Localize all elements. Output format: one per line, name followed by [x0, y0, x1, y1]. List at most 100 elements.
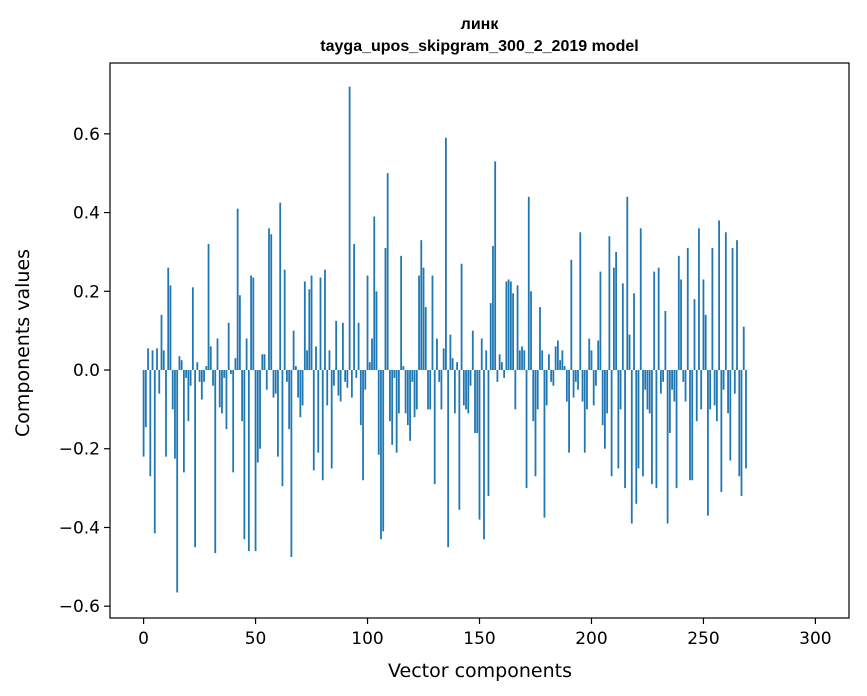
bar-237: [673, 370, 676, 402]
bar-49: [252, 277, 255, 371]
bar-36: [223, 370, 226, 378]
bar-32: [214, 370, 217, 554]
bar-204: [599, 271, 602, 371]
bar-227: [651, 370, 653, 485]
bar-48: [250, 275, 252, 371]
bar-200: [590, 350, 593, 371]
bar-64: [286, 370, 288, 382]
bar-262: [729, 370, 732, 461]
bar-223: [642, 370, 644, 477]
bar-162: [505, 281, 508, 371]
bar-103: [373, 216, 376, 371]
bar-79: [319, 277, 322, 371]
y-axis-label: Components values: [12, 249, 34, 437]
bar-29: [207, 244, 210, 371]
bar-166: [514, 370, 517, 410]
bar-181: [548, 354, 550, 371]
bar-159: [498, 354, 501, 371]
bar-141: [458, 370, 461, 510]
bar-257: [718, 220, 721, 371]
bar-10: [165, 370, 167, 457]
bar-25: [198, 370, 201, 382]
bar-3: [149, 370, 152, 477]
bar-120: [411, 370, 414, 382]
bar-161: [503, 370, 506, 378]
bar-265: [736, 240, 738, 371]
bar-42: [236, 208, 239, 371]
bar-33: [216, 338, 219, 371]
bar-251: [704, 314, 707, 371]
bar-124: [420, 240, 423, 371]
bar-189: [565, 370, 568, 402]
bar-121: [413, 370, 416, 418]
bar-208: [608, 236, 611, 371]
bar-94: [353, 244, 355, 371]
bar-26: [200, 370, 203, 400]
y-tick-label-5: 0.4: [73, 204, 100, 224]
bar-193: [574, 370, 577, 382]
bar-0: [142, 370, 145, 457]
bar-266: [738, 370, 741, 477]
bar-53: [261, 354, 264, 371]
bar-123: [418, 275, 420, 371]
bar-28: [205, 366, 208, 371]
bar-37: [225, 370, 228, 430]
bar-149: [476, 370, 479, 433]
bar-183: [552, 370, 555, 386]
bar-30: [209, 346, 212, 371]
bar-252: [707, 370, 709, 516]
bar-148: [474, 370, 476, 433]
bar-13: [171, 370, 174, 410]
x-tick-label-2: 100: [351, 629, 383, 649]
bar-224: [644, 370, 647, 390]
bar-231: [660, 370, 662, 394]
y-axis-ticks: −0.6 −0.4 −0.2 0.0 0.2 0.4 0.6: [59, 125, 110, 617]
bar-198: [586, 370, 588, 410]
bar-128: [429, 370, 432, 410]
bars-group: [142, 86, 747, 593]
bar-118: [406, 370, 409, 426]
bar-260: [724, 232, 727, 371]
bar-41: [234, 358, 237, 371]
bar-142: [460, 263, 463, 371]
bar-179: [543, 370, 546, 518]
bar-249: [700, 370, 703, 410]
bar-80: [321, 370, 324, 481]
bar-113: [395, 370, 398, 453]
bar-81: [324, 269, 326, 371]
x-tick-label-5: 250: [687, 629, 719, 649]
bar-225: [646, 370, 649, 410]
bar-38: [227, 322, 230, 371]
x-axis-ticks: 0 50 100 150 200 250 300: [138, 618, 832, 649]
bar-131: [436, 338, 438, 371]
bar-27: [203, 370, 205, 382]
bar-60: [277, 370, 279, 457]
bar-155: [489, 303, 492, 371]
bar-72: [303, 281, 306, 371]
bar-74: [308, 289, 311, 371]
bar-199: [588, 338, 591, 371]
bar-14: [174, 370, 176, 459]
bar-71: [301, 370, 304, 406]
bar-152: [483, 370, 485, 540]
bar-122: [415, 370, 418, 410]
chart-subtitle: tayga_upos_skipgram_300_2_2019 model: [320, 38, 638, 55]
bar-21: [189, 370, 192, 386]
bar-187: [561, 350, 564, 371]
bar-19: [185, 370, 188, 378]
bar-222: [639, 228, 642, 371]
bar-87: [337, 370, 340, 396]
bar-246: [693, 299, 696, 371]
bar-269: [745, 370, 747, 469]
bar-144: [465, 370, 467, 410]
bar-151: [480, 338, 483, 371]
bar-185: [556, 340, 559, 371]
bar-40: [232, 370, 235, 473]
bar-50: [254, 370, 257, 552]
bar-174: [532, 370, 535, 422]
x-tick-label-3: 150: [463, 629, 495, 649]
bar-106: [380, 370, 382, 540]
y-tick-label-1: −0.4: [59, 518, 100, 538]
bar-263: [731, 248, 734, 371]
bar-254: [711, 248, 714, 371]
